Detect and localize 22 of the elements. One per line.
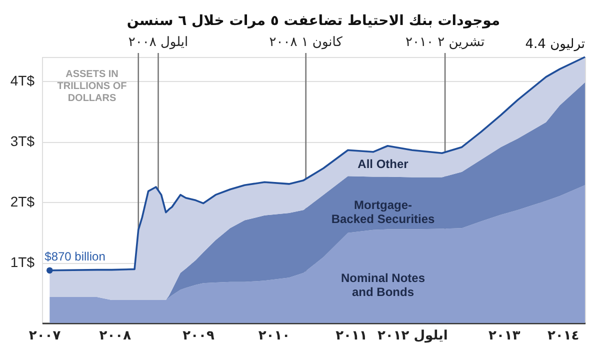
ref-line-label: كانون ١ ٢٠٠٨	[269, 35, 344, 50]
annotation: $870 billion	[44, 249, 106, 264]
y-tick-label: 4T$	[10, 72, 35, 89]
x-tick-label: ٢٠٠٧	[28, 328, 61, 344]
y-tick-label: 1T$	[10, 254, 35, 270]
x-tick-label: ٢٠١٣	[488, 328, 520, 344]
x-tick-label: ٢٠١٠	[258, 328, 290, 344]
y-tick-label: 3T$	[10, 133, 35, 150]
ref-line-label: ايلول ٢٠٠٨	[128, 35, 188, 50]
x-tick-label: ٢٠٠٨	[99, 328, 132, 344]
annotation: 4.4 ترليون	[525, 37, 586, 52]
x-tick-label: ٢٠١١	[336, 328, 368, 344]
series-label: Mortgage-Backed Securities	[331, 198, 436, 226]
x-tick-label: ايلول ٢٠١٢	[377, 328, 448, 344]
ref-line-label: تشرين ٢ ٢٠١٠	[405, 35, 485, 50]
y-tick-label: 2T$	[10, 194, 35, 210]
chart-title: موجودات بنك الاحتياط تضاعفت ٥ مرات خلال ٦ سنسن	[126, 13, 500, 29]
x-tick-label: ٢٠١٤	[547, 328, 580, 344]
x-tick-label: ٢٠٠٩	[182, 328, 214, 344]
series-label: Nominal Notes and Bonds	[340, 271, 426, 299]
annotation: ASSETS IN TRILLIONS OF DOLLARS	[57, 69, 127, 104]
series-label: All Other	[358, 157, 409, 171]
